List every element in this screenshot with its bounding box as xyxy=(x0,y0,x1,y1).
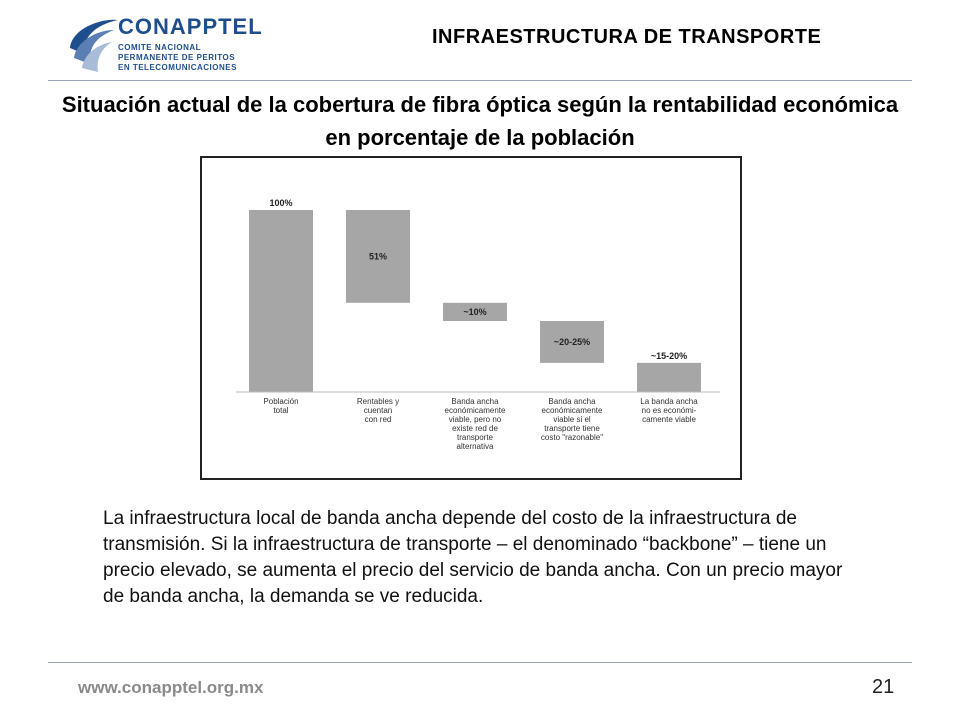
chart-data-label-2: 51% xyxy=(369,251,387,261)
chart-category-label-2: Rentables y cuentan con red xyxy=(357,397,399,424)
slide-title: Situación actual de la cobertura de fibr… xyxy=(61,92,899,150)
header-divider xyxy=(48,80,912,81)
chart-data-label-5: ~15-20% xyxy=(651,351,687,361)
chart-data-label-3: ~10% xyxy=(463,307,486,317)
logo-line-1: COMITE NACIONAL xyxy=(118,43,202,52)
waterfall-chart: 100% Población total 51% Rentables y cuentan c… xyxy=(200,156,742,480)
logo-title: CONAPPTEL xyxy=(118,14,263,39)
chart-category-label-1: Población total xyxy=(263,397,298,415)
chart-category-label-4: Banda ancha económicamente viable si el tra… xyxy=(541,397,603,442)
chart-canvas: 100% Población total 51% Rentables y cuentan c… xyxy=(236,198,720,451)
chart-bar-3 xyxy=(443,302,507,322)
logo-line-3: EN TELECOMUNICACIONES xyxy=(118,63,237,72)
chart-bar-2 xyxy=(346,210,410,303)
logo-line-2: PERMANENTE DE PERITOS xyxy=(118,53,236,62)
chart-bar-5 xyxy=(637,362,701,392)
chart-data-label-1: 100% xyxy=(269,198,292,208)
page-number: 21 xyxy=(872,676,895,698)
section-title: INFRAESTRUCTURA DE TRANSPORTE xyxy=(432,26,822,48)
chart-data-label-4: ~20-25% xyxy=(554,337,590,347)
logo-swoosh-icon xyxy=(70,19,118,72)
chart-category-label-3: Banda ancha económicamente viable, pero no… xyxy=(445,397,506,451)
chart-bar-1 xyxy=(249,210,313,392)
body-paragraph: La infraestructura local de banda ancha … xyxy=(103,508,843,607)
footer-divider xyxy=(48,662,912,663)
chart-category-label-5: La banda ancha no es económi-camente viab… xyxy=(640,397,698,424)
chart-bar-4 xyxy=(540,321,604,363)
footer-url: www.conapptel.org.mx xyxy=(78,678,264,697)
